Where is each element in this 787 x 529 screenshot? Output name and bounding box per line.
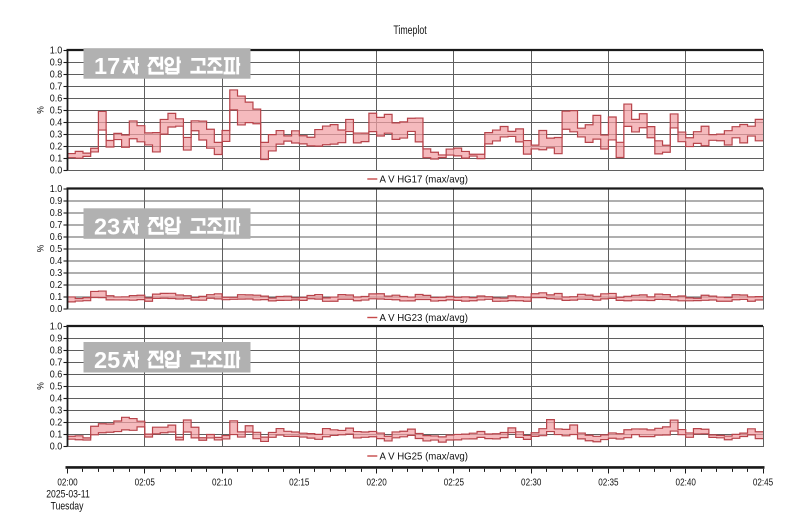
svg-text:0.9: 0.9 (50, 196, 63, 208)
svg-text:0.9: 0.9 (50, 57, 63, 69)
svg-text:A V HG23 (max/avg): A V HG23 (max/avg) (380, 313, 468, 324)
svg-text:0.4: 0.4 (50, 256, 63, 268)
svg-text:0.1: 0.1 (50, 153, 63, 165)
svg-text:A V HG25 (max/avg): A V HG25 (max/avg) (380, 451, 468, 462)
svg-text:0.6: 0.6 (50, 369, 63, 381)
svg-text:02:45: 02:45 (753, 476, 773, 487)
svg-text:0.6: 0.6 (50, 232, 63, 244)
svg-text:0.3: 0.3 (50, 405, 63, 417)
svg-text:02:40: 02:40 (676, 476, 696, 487)
svg-text:02:05: 02:05 (135, 476, 155, 487)
svg-text:1.0: 1.0 (50, 184, 63, 196)
svg-text:A V HG17 (max/avg): A V HG17 (max/avg) (380, 174, 468, 185)
svg-text:0.3: 0.3 (50, 129, 63, 141)
svg-text:0.2: 0.2 (50, 141, 63, 153)
svg-text:0.0: 0.0 (50, 165, 63, 177)
svg-text:Tuesday: Tuesday (51, 501, 84, 513)
svg-text:0.5: 0.5 (50, 105, 63, 117)
svg-text:0.5: 0.5 (50, 244, 63, 256)
svg-text:0.8: 0.8 (50, 345, 63, 357)
svg-text:1.0: 1.0 (50, 45, 63, 57)
svg-text:0.8: 0.8 (50, 69, 63, 81)
svg-text:02:20: 02:20 (366, 476, 386, 487)
svg-text:0.9: 0.9 (50, 333, 63, 345)
svg-text:17: 17 (94, 53, 120, 79)
svg-text:0.3: 0.3 (50, 268, 63, 280)
svg-text:0.7: 0.7 (50, 220, 63, 232)
svg-text:2025-03-11: 2025-03-11 (46, 489, 89, 501)
svg-text:02:30: 02:30 (521, 476, 541, 487)
svg-text:0.0: 0.0 (50, 441, 63, 453)
svg-text:23: 23 (94, 213, 120, 239)
svg-text:02:00: 02:00 (57, 476, 77, 487)
svg-text:02:15: 02:15 (289, 476, 309, 487)
svg-text:0.1: 0.1 (50, 292, 63, 304)
svg-text:0.2: 0.2 (50, 280, 63, 292)
svg-text:0.0: 0.0 (50, 304, 63, 316)
svg-text:1.0: 1.0 (50, 321, 63, 333)
svg-text:0.4: 0.4 (50, 393, 63, 405)
svg-text:%: % (35, 245, 46, 253)
svg-text:0.2: 0.2 (50, 417, 63, 429)
svg-text:0.7: 0.7 (50, 357, 63, 369)
svg-text:0.5: 0.5 (50, 381, 63, 393)
svg-text:02:25: 02:25 (444, 476, 464, 487)
svg-text:Timeplot: Timeplot (393, 24, 426, 38)
svg-text:25: 25 (94, 347, 120, 373)
svg-text:0.6: 0.6 (50, 93, 63, 105)
svg-text:0.7: 0.7 (50, 81, 63, 93)
svg-text:0.4: 0.4 (50, 117, 63, 129)
svg-text:0.1: 0.1 (50, 429, 63, 441)
svg-text:0.8: 0.8 (50, 208, 63, 220)
svg-text:02:35: 02:35 (598, 476, 618, 487)
svg-text:%: % (35, 106, 46, 114)
svg-text:02:10: 02:10 (212, 476, 232, 487)
svg-text:%: % (35, 382, 46, 390)
